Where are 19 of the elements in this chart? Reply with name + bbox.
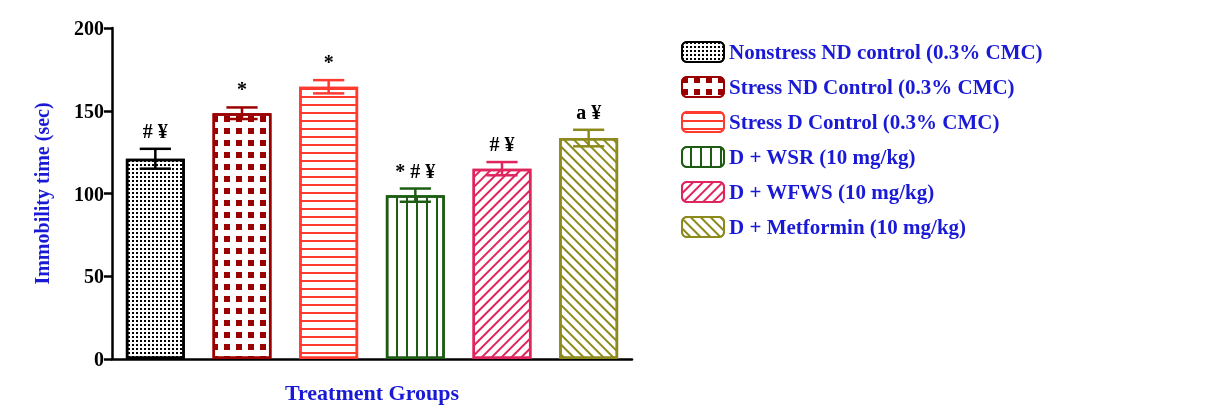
- annotation: a ¥: [576, 100, 602, 123]
- legend-label: Nonstress ND control (0.3% CMC): [729, 40, 1043, 64]
- y-axis-title: Immobility time (sec): [31, 102, 54, 285]
- y-tick-label: 150: [74, 99, 104, 122]
- legend-label: Stress D Control (0.3% CMC): [729, 110, 1000, 134]
- legend-label: D + WFWS (10 mg/kg): [729, 180, 935, 204]
- annotation: * # ¥: [395, 159, 436, 182]
- annotation: # ¥: [142, 119, 168, 142]
- x-axis-title: Treatment Groups: [284, 379, 460, 405]
- annotation: # ¥: [489, 133, 515, 156]
- y-tick-label: 200: [74, 17, 104, 39]
- annotation: *: [237, 78, 247, 101]
- y-tick-label: 100: [74, 182, 104, 205]
- y-tick-label: 0: [94, 348, 104, 370]
- y-tick-label: 50: [84, 265, 104, 288]
- legend-label: D + WSR (10 mg/kg): [729, 145, 916, 169]
- legend-label: Stress ND Control (0.3% CMC): [729, 75, 1015, 99]
- legend-label: D + Metformin (10 mg/kg): [729, 215, 967, 239]
- annotation: *: [323, 51, 334, 74]
